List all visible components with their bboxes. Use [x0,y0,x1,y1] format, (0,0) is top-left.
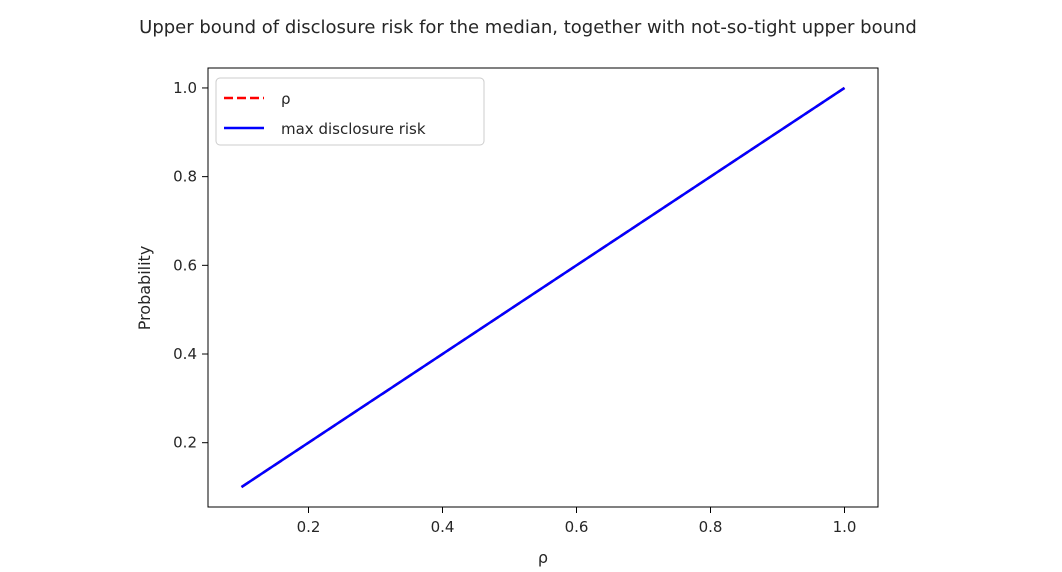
y-tick-label: 1.0 [173,79,197,97]
y-tick-label: 0.2 [173,434,197,452]
x-tick-label: 1.0 [833,518,857,536]
x-axis: 0.2 0.4 0.6 0.8 1.0 [297,507,857,536]
y-axis-label: Probability [135,246,154,331]
x-axis-label: ρ [538,548,548,567]
legend-label-max-disclosure-risk: max disclosure risk [281,120,426,138]
x-tick-label: 0.8 [699,518,723,536]
legend: ρ max disclosure risk [215,77,485,146]
y-axis: 0.2 0.4 0.6 0.8 1.0 [173,79,208,452]
y-tick-label: 0.6 [173,256,197,274]
plot-frame [207,67,879,508]
y-tick-label: 0.4 [173,345,197,363]
x-tick-label: 0.6 [565,518,589,536]
chart-title: Upper bound of disclosure risk for the m… [139,17,917,38]
y-tick-label: 0.8 [173,168,197,186]
legend-box [215,77,485,146]
x-tick-label: 0.2 [297,518,321,536]
plot-area [207,67,879,508]
legend-label-rho: ρ [281,90,291,108]
series-layer [240,86,846,489]
x-tick-label: 0.4 [431,518,455,536]
series-line-max-disclosure-risk [240,86,846,489]
